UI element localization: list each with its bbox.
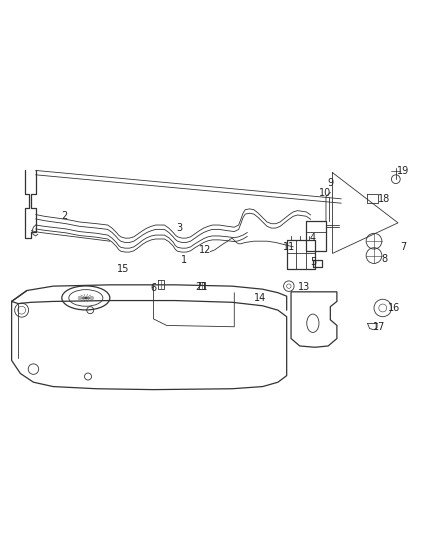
Text: 1: 1 xyxy=(181,255,187,265)
Text: 21: 21 xyxy=(195,282,208,293)
Text: 6: 6 xyxy=(150,284,156,293)
Text: 11: 11 xyxy=(283,242,295,252)
Text: 17: 17 xyxy=(373,322,385,332)
Text: 15: 15 xyxy=(117,264,129,273)
Text: 2: 2 xyxy=(61,211,67,221)
Text: 9: 9 xyxy=(327,177,333,188)
Text: 12: 12 xyxy=(199,245,211,255)
Text: 7: 7 xyxy=(400,242,406,252)
Text: 5: 5 xyxy=(310,257,316,267)
Text: 4: 4 xyxy=(310,233,316,243)
Text: 8: 8 xyxy=(381,254,387,264)
Text: 19: 19 xyxy=(397,166,410,176)
Text: 13: 13 xyxy=(298,282,310,293)
Text: 14: 14 xyxy=(254,293,267,303)
Text: 18: 18 xyxy=(378,194,390,204)
Text: 3: 3 xyxy=(177,223,183,233)
Text: 10: 10 xyxy=(318,188,331,198)
Text: 16: 16 xyxy=(389,303,401,313)
